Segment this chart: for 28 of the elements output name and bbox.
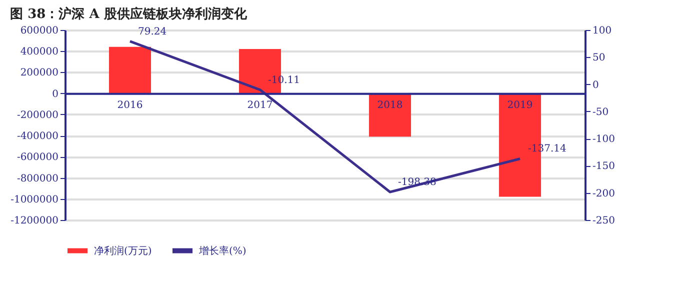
legend-label: 增长率(%)	[198, 244, 246, 257]
x-tick-label: 2018	[377, 100, 403, 111]
x-tick-label: 2016	[117, 100, 143, 111]
y-tick-label: -1000000	[10, 194, 58, 206]
legend-label: 净利润(万元)	[94, 244, 152, 257]
bar	[369, 93, 411, 137]
y-tick-label: 600000	[20, 26, 58, 36]
chart-title: 图 38：沪深 A 股供应链板块净利润变化	[10, 6, 248, 22]
y2-tick-label: -150	[592, 161, 615, 172]
y2-tick-label: -100	[592, 134, 615, 146]
y2-tick-label: 0	[592, 80, 599, 91]
data-label: 79.24	[138, 26, 167, 38]
y-tick-label: -600000	[16, 152, 58, 164]
y-tick-label: -400000	[16, 131, 58, 142]
y2-tick-label: -200	[592, 188, 615, 200]
y-tick-label: -1200000	[10, 216, 58, 226]
y-tick-label: -800000	[16, 173, 58, 184]
y-tick-label: 0	[52, 88, 58, 100]
y-tick-label: -200000	[16, 110, 58, 121]
x-tick-label: 2019	[507, 100, 533, 111]
y2-tick-label: -50	[592, 106, 609, 118]
y2-tick-label: 100	[592, 26, 612, 36]
y2-tick-label: 50	[592, 52, 606, 64]
y2-tick-label: -250	[592, 216, 615, 226]
x-tick-label: 2017	[247, 100, 273, 111]
bar	[109, 46, 151, 94]
y-tick-label: 400000	[20, 46, 58, 58]
y-tick-label: 200000	[20, 68, 58, 79]
